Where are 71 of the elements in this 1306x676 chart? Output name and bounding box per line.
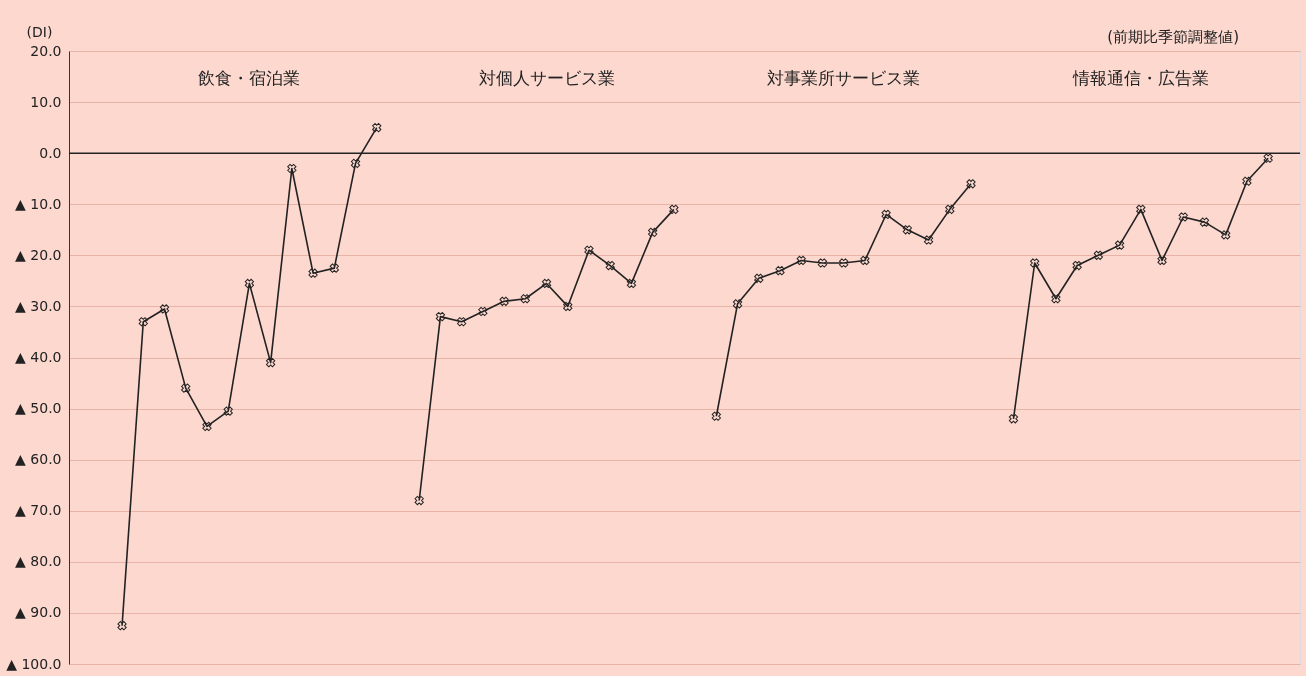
y-tick-label: ▲ 70.0 [15,502,62,519]
point [881,209,891,220]
y-tick-label: ▲ 50.0 [15,400,62,417]
point [499,296,509,306]
y-tick-label: ▲ 10.0 [15,195,62,212]
point [860,255,870,266]
y-tick-label: 0.0 [39,144,62,161]
point [414,495,424,506]
point [541,278,552,289]
text: (前期比季節調整値) [1107,28,1239,46]
point [754,273,764,283]
point [1157,255,1167,266]
point [1008,414,1019,424]
point [1242,176,1252,186]
point [1221,230,1231,240]
point [923,235,934,245]
point [1051,294,1061,304]
y-tick-label: ▲ 30.0 [15,297,62,314]
point [584,245,594,255]
point [669,204,679,214]
point [711,411,721,421]
point [605,260,615,271]
point [1178,212,1188,222]
point [732,299,743,309]
point [1030,258,1040,268]
point [138,317,148,327]
point [372,122,382,133]
point [159,304,170,314]
point [478,306,488,317]
point [1136,204,1146,214]
point [520,294,530,304]
point [1199,217,1210,227]
point [1114,240,1125,250]
point [563,301,573,312]
point [202,421,212,432]
annotation: 情報通信・広告業 [1071,68,1209,88]
point [350,158,361,169]
y-tick-label: 20.0 [30,42,62,59]
point [223,406,233,416]
point [839,258,849,268]
point [1093,250,1104,260]
point [966,179,976,189]
point [244,278,255,289]
annotation: 飲食・宿泊業 [198,68,301,88]
y-tick-label: 10.0 [30,93,62,110]
y-tick-label: ▲ 100.0 [6,655,62,672]
point [117,621,127,631]
point [796,255,806,266]
y-tick-label: ▲ 20.0 [15,246,62,263]
point [308,268,318,278]
y-tick-label: ▲ 90.0 [15,604,62,621]
y-tick-label: ▲ 40.0 [15,349,62,365]
point [265,357,276,368]
point [1072,260,1082,271]
y-axis-title: (DI) [26,23,53,40]
annotation: 対事業所サービス業 [767,68,921,88]
point [329,263,339,273]
point [287,163,297,174]
point [181,383,191,393]
y-tick-label: ▲ 80.0 [15,553,62,570]
point [648,227,658,237]
point [626,278,637,289]
y-tick-label: ▲ 60.0 [15,451,62,468]
point [902,225,912,235]
point [817,258,828,268]
point [435,311,446,322]
annotation: 対個人サービス業 [478,68,615,88]
point [1263,153,1273,163]
point [457,317,467,327]
point [775,266,785,276]
point [945,204,955,214]
